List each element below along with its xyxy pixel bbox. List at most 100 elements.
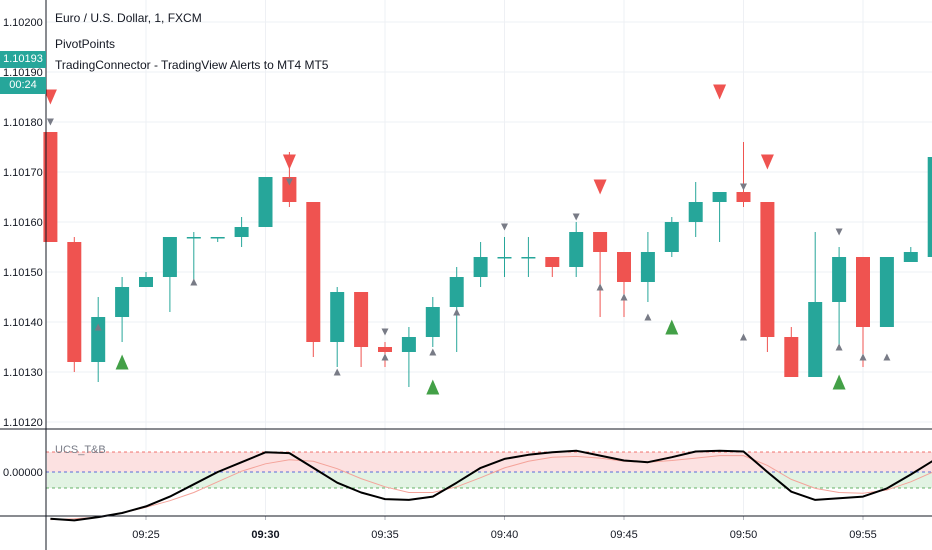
candle-body xyxy=(808,302,823,377)
candle-body xyxy=(425,307,440,337)
red-sell-marker xyxy=(713,84,727,100)
oscillator-name: UCS_T&B xyxy=(55,444,106,456)
gray-up-marker xyxy=(740,333,747,341)
y-tick-label: 1.10180 xyxy=(3,117,43,129)
candle-body xyxy=(664,222,679,252)
y-tick-label: 1.10170 xyxy=(3,167,43,179)
gray-down-marker xyxy=(835,228,843,236)
gray-down-marker xyxy=(572,213,580,221)
last-price-tag: 1.10193 xyxy=(0,51,46,68)
candle-body xyxy=(569,232,584,267)
candle-body xyxy=(497,257,512,259)
candle-body xyxy=(521,257,536,259)
y-tick-label: 1.10130 xyxy=(3,367,43,379)
x-tick-label: 09:25 xyxy=(132,529,160,541)
candle-body xyxy=(186,237,201,239)
gray-up-marker xyxy=(190,278,198,286)
candle-body xyxy=(640,252,655,282)
green-buy-marker xyxy=(115,354,129,370)
y-tick-label: 1.10190 xyxy=(3,67,43,79)
candle-body xyxy=(115,287,130,317)
countdown-tag: 00:24 xyxy=(0,77,46,94)
candles xyxy=(43,132,932,387)
gray-up-marker xyxy=(883,353,891,361)
green-buy-marker xyxy=(665,319,679,335)
candle-body xyxy=(856,257,870,327)
oscillator-lines xyxy=(50,449,932,522)
osc-lower-band xyxy=(47,472,932,488)
candle-body xyxy=(43,132,58,242)
candle-body xyxy=(545,257,560,267)
red-sell-marker xyxy=(593,179,607,195)
signal-markers xyxy=(43,84,891,395)
y-tick-label: 1.10160 xyxy=(3,217,43,229)
gray-down-marker xyxy=(285,178,293,186)
candle-body xyxy=(617,252,631,282)
gray-down-marker xyxy=(46,118,54,126)
osc-signal-line xyxy=(50,455,932,521)
osc-main-line xyxy=(50,449,932,522)
grid-lines xyxy=(46,0,932,514)
candle-body xyxy=(162,237,177,277)
candle-body xyxy=(401,337,416,352)
y-tick-label: 1.10150 xyxy=(3,267,43,279)
red-sell-marker xyxy=(760,154,774,170)
candle-body xyxy=(927,157,932,257)
x-tick-label: 09:30 xyxy=(251,529,279,541)
candle-body xyxy=(258,177,273,227)
candle-body xyxy=(282,177,297,202)
candle-body xyxy=(593,232,608,252)
x-tick-label: 09:50 xyxy=(730,529,758,541)
red-sell-marker xyxy=(282,154,296,170)
candle-body xyxy=(903,252,918,262)
x-tick-label: 09:35 xyxy=(371,529,399,541)
candle-body xyxy=(688,202,703,222)
gray-up-marker xyxy=(596,283,604,291)
x-tick-label: 09:55 xyxy=(849,529,877,541)
candle-body xyxy=(67,242,82,362)
gray-down-marker xyxy=(381,328,389,336)
gray-up-marker xyxy=(620,293,628,301)
candle-body xyxy=(306,202,321,342)
candle-body xyxy=(784,337,799,377)
gray-up-marker xyxy=(429,348,437,356)
red-sell-marker xyxy=(43,89,57,105)
gray-up-marker xyxy=(94,323,102,331)
gray-up-marker xyxy=(333,368,341,376)
osc-upper-band xyxy=(47,452,932,472)
gray-down-marker xyxy=(501,223,508,231)
x-tick-label: 09:40 xyxy=(491,529,519,541)
gray-up-marker xyxy=(381,353,389,361)
y-tick-label: 1.10200 xyxy=(3,17,43,29)
indicator-tradingconnector[interactable]: TradingConnector - TradingView Alerts to… xyxy=(55,58,329,72)
candle-body xyxy=(879,257,894,327)
y-tick-label: 1.10120 xyxy=(3,417,43,429)
chart-title: Euro / U.S. Dollar, 1, FXCM xyxy=(55,11,202,25)
candle-body xyxy=(473,257,488,277)
candle-body xyxy=(378,347,392,352)
candle-body xyxy=(832,257,847,302)
gray-down-marker xyxy=(740,183,747,191)
gray-up-marker xyxy=(835,343,843,351)
osc-zero-label: 0.00000 xyxy=(3,467,43,479)
candle-body xyxy=(234,227,249,237)
green-buy-marker xyxy=(832,374,846,390)
candle-body xyxy=(139,277,153,287)
candle-body xyxy=(449,277,464,307)
gray-up-marker xyxy=(644,313,652,321)
candle-body xyxy=(91,317,106,362)
gray-up-marker xyxy=(859,353,867,361)
indicator-pivotpoints[interactable]: PivotPoints xyxy=(55,37,116,51)
candle-body xyxy=(354,292,369,347)
y-tick-label: 1.10140 xyxy=(3,317,43,329)
candle-body xyxy=(760,202,775,337)
candle-body xyxy=(210,237,225,239)
candle-body xyxy=(712,192,727,202)
x-tick-label: 09:45 xyxy=(610,529,638,541)
candle-body xyxy=(736,192,751,202)
green-buy-marker xyxy=(426,379,440,395)
candle-body xyxy=(330,292,345,342)
